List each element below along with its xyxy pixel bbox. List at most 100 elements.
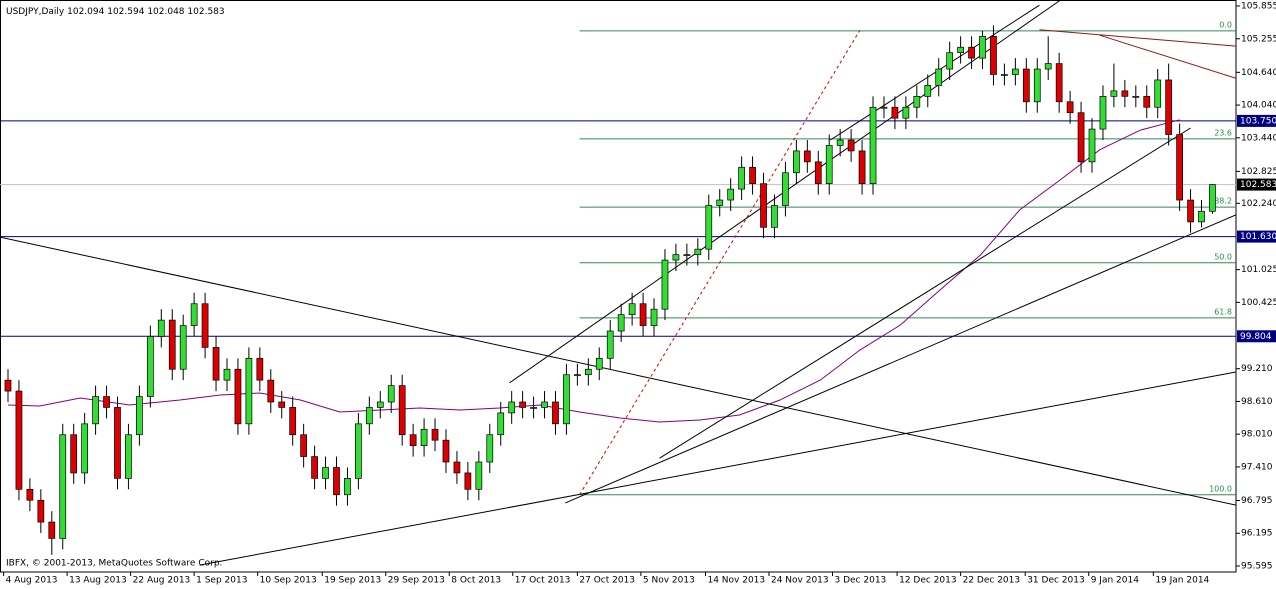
candle-body (1198, 210, 1205, 223)
candle-body (355, 423, 362, 479)
candle-body (1012, 68, 1019, 75)
candle-body (628, 303, 636, 316)
candle-body (1055, 63, 1063, 103)
candle-body (1110, 90, 1118, 97)
candle-body (508, 401, 516, 414)
candle-body (968, 46, 975, 59)
candle-body (924, 85, 932, 97)
y-tick-label: 101.025 (1241, 265, 1276, 275)
moving-average (7, 119, 1180, 423)
level-tag (1237, 114, 1276, 127)
candle-body (705, 205, 713, 250)
y-tick-label: 103.440 (1241, 133, 1276, 143)
candle-body (114, 407, 121, 479)
candle-body (376, 401, 384, 408)
x-tick-label: 24 Nov 2013 (771, 576, 829, 586)
candle-body (70, 434, 78, 474)
candle-body (760, 183, 767, 228)
x-tick-label: 13 Aug 2013 (69, 576, 127, 586)
candle-body (365, 407, 373, 425)
candle-body (267, 379, 275, 403)
candle-body (398, 385, 406, 436)
fib-label: 0.0 (1219, 20, 1232, 29)
candle-body (716, 199, 724, 206)
x-tick-label: 14 Nov 2013 (707, 576, 765, 586)
candle-body (300, 434, 307, 457)
candle-body (157, 319, 165, 337)
candle-body (519, 401, 526, 408)
x-tick-label: 27 Oct 2013 (579, 576, 635, 586)
candle-body (289, 407, 297, 436)
x-tick-label: 3 Dec 2013 (835, 576, 887, 586)
y-tick-label: 104.040 (1241, 101, 1276, 111)
candle-body (563, 374, 570, 425)
candle-body (552, 401, 559, 425)
x-tick-label: 22 Aug 2013 (133, 576, 191, 586)
x-tick-label: 19 Jan 2014 (1155, 576, 1209, 586)
trend-line (1039, 29, 1236, 47)
candle-body (979, 35, 986, 59)
candle-body (530, 407, 537, 409)
level-tag (1237, 230, 1276, 243)
current-price-tag (1237, 178, 1276, 191)
candle-body (1209, 184, 1216, 212)
y-tick-label: 100.425 (1241, 298, 1276, 308)
candle-body (168, 319, 176, 370)
x-tick-label: 22 Dec 2013 (963, 576, 1021, 586)
candle-body (311, 456, 318, 479)
candle-body (409, 434, 417, 446)
candle-body (81, 423, 89, 474)
fib-label: 38.2 (1214, 197, 1232, 206)
candle-body (1088, 128, 1096, 163)
candle-body (1143, 95, 1151, 108)
x-tick-label: 10 Sep 2013 (260, 576, 317, 586)
symbol-header: USDJPY,Daily 102.094 102.594 102.048 102… (6, 7, 225, 17)
candle-body (1121, 90, 1129, 97)
candle-body (1022, 68, 1030, 103)
candle-body (1099, 95, 1107, 130)
x-tick-label: 5 Nov 2013 (643, 576, 695, 586)
candle-body (1077, 112, 1085, 163)
ohlc-low: 102.048 (147, 7, 184, 17)
y-tick-label: 98.610 (1241, 397, 1273, 407)
x-tick-label: 1 Sep 2013 (196, 576, 247, 586)
level-tag-label: 99.804 (1240, 332, 1272, 342)
y-tick-label: 98.010 (1241, 430, 1273, 440)
candle-body (574, 374, 581, 377)
candle-body (1165, 79, 1173, 135)
candle-body (814, 161, 822, 185)
plot-frame (0, 0, 1237, 573)
candle-body (431, 428, 439, 441)
candle-body (420, 428, 428, 446)
ohlc-close: 102.583 (187, 7, 224, 17)
candle-body (136, 396, 143, 436)
x-tick-label: 17 Oct 2013 (515, 576, 571, 586)
fib-label: 61.8 (1214, 307, 1232, 316)
candle-body (256, 357, 264, 381)
trend-line (659, 127, 1191, 459)
y-tick-label: 96.195 (1241, 529, 1273, 539)
candle-body (694, 248, 702, 255)
candle-body (245, 357, 253, 425)
candle-body (26, 488, 34, 501)
candle-body (727, 188, 735, 201)
candle-body (37, 499, 45, 523)
trend-line (1099, 34, 1236, 79)
candle-body (234, 368, 242, 425)
candle-body (475, 461, 483, 490)
ohlc-high: 102.594 (107, 7, 144, 17)
trend-line (579, 30, 861, 496)
candle-body (606, 330, 614, 359)
candle-body (913, 95, 921, 108)
candle-body (858, 150, 866, 185)
level-tag-label: 103.750 (1240, 116, 1276, 126)
candle-body (48, 521, 56, 539)
candle-body (825, 145, 833, 185)
x-tick-label: 31 Dec 2013 (1027, 576, 1085, 586)
candle-body (1066, 101, 1074, 114)
trend-line (565, 214, 1236, 504)
plot-area: 0.0 23.6 38.2 50.0 61.8 100.0 (0, 0, 1236, 566)
candle-body (683, 254, 691, 256)
candle-body (497, 412, 505, 436)
